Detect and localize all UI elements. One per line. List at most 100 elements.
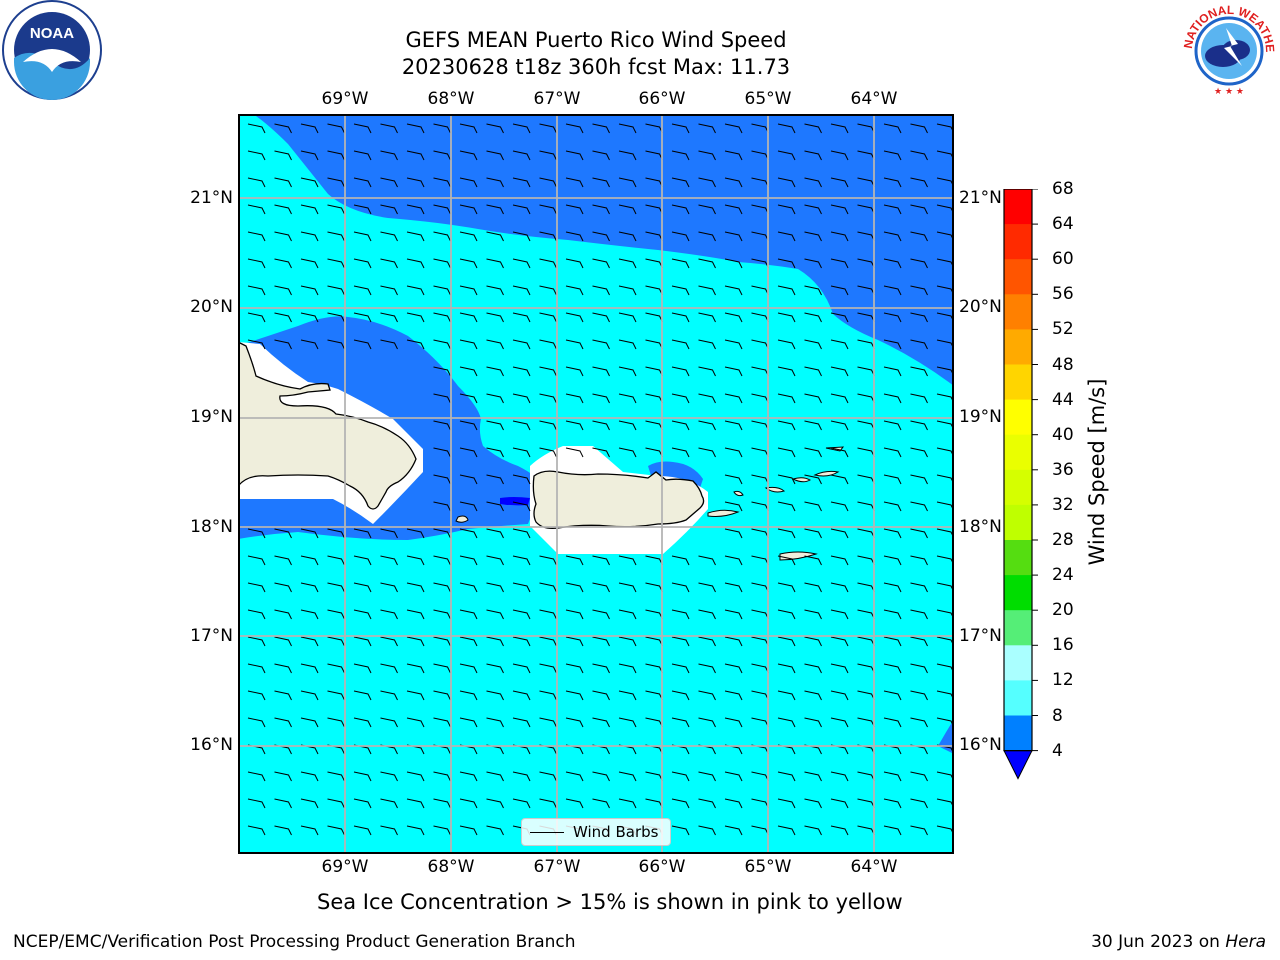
lat-right-19n: 19°N [959, 407, 1002, 427]
wind-barb [592, 771, 610, 782]
noaa-logo: NOAA [2, 0, 102, 100]
wind-barb [353, 312, 372, 323]
wind-barb [512, 717, 531, 728]
wind-barb [539, 717, 557, 728]
wind-barb [433, 447, 451, 458]
colorbar-segment [1004, 680, 1032, 716]
wind-barb [724, 771, 743, 782]
wind-barb [353, 582, 372, 593]
wind-barb [539, 420, 557, 431]
colorbar-tick-label: 36 [1052, 459, 1074, 480]
colorbar-tick-label: 24 [1052, 565, 1074, 586]
wind-barb [777, 258, 796, 269]
wind-barb [459, 447, 478, 458]
wind-barb [724, 339, 743, 350]
wind-barb [247, 285, 266, 296]
wind-barb [353, 204, 372, 215]
wind-barb [380, 312, 398, 323]
wind-barb [592, 204, 610, 215]
wind-barb [539, 771, 557, 782]
wind-barb [671, 447, 690, 458]
lat-right-17n: 17°N [959, 626, 1002, 646]
wind-barb [486, 474, 504, 485]
wind-barb [565, 177, 584, 188]
colorbar-segment [1004, 259, 1032, 295]
wind-barb [433, 177, 451, 188]
wind-barb [804, 474, 822, 485]
wind-barb [512, 771, 531, 782]
wind-barb [592, 690, 610, 701]
wind-barb [406, 798, 425, 809]
wind-barb [512, 447, 531, 458]
wind-barb [883, 123, 902, 134]
wind-barb [327, 825, 345, 836]
wind-barb [459, 636, 478, 647]
wind-barb [724, 447, 743, 458]
wind-barb [327, 204, 345, 215]
wind-barb [671, 393, 690, 404]
wind-barb [353, 528, 372, 539]
wind-barb [380, 204, 398, 215]
wind-barb [724, 798, 743, 809]
wind-barb [671, 312, 690, 323]
wind-barb [327, 285, 345, 296]
wind-barb [830, 582, 849, 593]
wind-barb [459, 555, 478, 566]
wind-barb [539, 393, 557, 404]
wind-barb [592, 798, 610, 809]
wind-barb-legend-label: Wind Barbs [573, 823, 659, 841]
wind-barb [486, 150, 504, 161]
wind-barb [830, 393, 849, 404]
wind-barb [459, 258, 478, 269]
wind-barb [539, 609, 557, 620]
wind-barb [883, 285, 902, 296]
wind-barb [406, 636, 425, 647]
wind-barb [777, 717, 796, 728]
wind-barb [883, 690, 902, 701]
wind-barb [671, 798, 690, 809]
wind-barb [406, 717, 425, 728]
wind-barb [406, 204, 425, 215]
wind-barb [380, 177, 398, 188]
wind-barb [300, 150, 319, 161]
wind-barb [830, 636, 849, 647]
wind-barb [830, 609, 849, 620]
wind-barb [698, 339, 716, 350]
wind-barb [883, 177, 902, 188]
wind-barb [910, 636, 928, 647]
wind-barb [380, 690, 398, 701]
wind-barb [910, 447, 928, 458]
wind-barb [486, 447, 504, 458]
wind-barb [724, 258, 743, 269]
wind-barb [380, 609, 398, 620]
wind-barb [380, 825, 398, 836]
wind-barb [565, 231, 584, 242]
island-virgin-1 [764, 486, 786, 493]
lat-left-21n: 21°N [190, 188, 233, 208]
wind-barb [830, 177, 849, 188]
wind-barb [274, 231, 292, 242]
wind-barb [883, 204, 902, 215]
lon-top-66w: 66°W [638, 89, 686, 109]
wind-barb [539, 555, 557, 566]
colorbar-tick-label: 52 [1052, 319, 1074, 340]
wind-barb [724, 285, 743, 296]
wind-barb [883, 798, 902, 809]
wind-barb [618, 366, 637, 377]
wind-barb [883, 501, 902, 512]
wind-barb [830, 420, 849, 431]
wind-barb [406, 555, 425, 566]
wind-barb [327, 150, 345, 161]
wind-barb [433, 717, 451, 728]
wind-barb [459, 717, 478, 728]
wind-barb [592, 447, 610, 458]
wind-barb [804, 393, 822, 404]
wind-barb [830, 825, 849, 836]
wind-barb [910, 177, 928, 188]
wind-barb [592, 717, 610, 728]
wind-barb [247, 717, 266, 728]
lon-top-67w: 67°W [533, 89, 581, 109]
wind-barb [592, 366, 610, 377]
wind-barb [671, 123, 690, 134]
wind-barb [486, 663, 504, 674]
